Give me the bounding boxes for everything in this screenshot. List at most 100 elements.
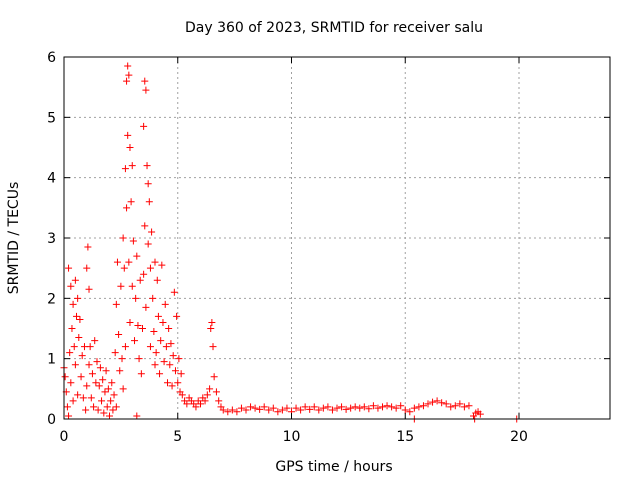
data-point	[157, 337, 165, 345]
x-tick-label: 5	[173, 429, 182, 445]
data-point	[76, 315, 84, 323]
data-points	[60, 62, 521, 423]
data-point	[84, 243, 92, 251]
data-point	[61, 373, 69, 381]
data-point	[173, 312, 181, 320]
data-point	[93, 358, 101, 366]
data-point	[85, 285, 93, 293]
data-point	[265, 406, 273, 414]
data-point	[156, 370, 164, 378]
data-point	[324, 403, 332, 411]
data-point	[160, 358, 168, 366]
data-point	[112, 300, 120, 308]
data-point	[438, 399, 446, 407]
data-point	[242, 406, 250, 414]
data-point	[228, 406, 236, 414]
data-point	[71, 361, 79, 369]
data-point	[278, 406, 286, 414]
data-point	[424, 400, 432, 408]
data-point	[116, 367, 124, 375]
data-point	[351, 403, 359, 411]
data-point	[128, 162, 136, 170]
y-tick-label: 1	[47, 352, 56, 368]
data-point	[379, 403, 386, 411]
data-point	[146, 264, 154, 272]
data-point	[177, 370, 185, 378]
data-point	[260, 403, 268, 411]
data-point	[388, 403, 396, 411]
data-point	[79, 394, 87, 402]
data-point	[301, 403, 309, 411]
data-point	[159, 318, 167, 326]
data-point	[149, 294, 157, 302]
data-point	[101, 388, 109, 396]
data-point	[209, 343, 217, 351]
data-point	[124, 62, 132, 70]
data-point	[133, 412, 141, 420]
data-point	[183, 400, 191, 408]
y-axis-label: SRMTID / TECUs	[6, 182, 22, 295]
data-point	[119, 385, 127, 393]
data-point	[136, 276, 144, 284]
data-point	[92, 379, 100, 387]
data-point	[201, 397, 209, 405]
y-tick-label: 3	[47, 231, 56, 247]
data-point	[125, 258, 133, 266]
data-point	[169, 352, 177, 360]
data-point	[121, 343, 129, 351]
y-tick-label: 4	[47, 171, 56, 187]
data-point	[77, 373, 85, 381]
data-point	[256, 405, 264, 413]
data-point	[310, 403, 318, 411]
x-axis-label: GPS time / hours	[275, 459, 392, 475]
data-point	[164, 379, 172, 387]
data-point	[433, 397, 441, 405]
data-point	[68, 325, 76, 332]
data-point	[219, 406, 227, 414]
data-point	[151, 258, 159, 266]
data-point	[442, 400, 450, 408]
data-point	[333, 404, 341, 412]
data-point	[342, 405, 350, 413]
data-point	[143, 162, 151, 170]
data-point	[297, 406, 305, 414]
data-point	[237, 404, 245, 412]
data-point	[141, 222, 149, 230]
data-point	[90, 403, 98, 411]
data-point	[137, 370, 145, 378]
data-point	[67, 379, 75, 387]
data-point	[146, 343, 154, 351]
data-point	[151, 361, 159, 369]
data-point	[123, 77, 131, 85]
data-point	[128, 282, 136, 290]
data-point	[247, 403, 255, 411]
data-point	[106, 412, 113, 420]
data-point	[99, 376, 107, 384]
data-point	[63, 403, 71, 411]
data-point	[138, 325, 146, 332]
data-point	[283, 404, 291, 412]
data-point	[119, 234, 127, 242]
x-axis-ticks: 0 5 10 15 20	[60, 57, 528, 445]
data-point	[71, 276, 79, 284]
data-point	[197, 400, 204, 408]
data-point	[476, 410, 484, 418]
data-point	[178, 391, 186, 399]
data-point	[274, 408, 282, 416]
data-point	[112, 403, 120, 411]
data-point	[383, 402, 391, 410]
x-tick-label: 10	[283, 429, 301, 445]
data-point	[65, 412, 73, 420]
data-point	[167, 340, 175, 348]
data-point	[328, 406, 336, 414]
data-point	[292, 404, 300, 412]
data-point	[100, 409, 108, 417]
data-point	[125, 71, 133, 79]
data-point	[410, 404, 418, 412]
data-point	[107, 397, 115, 405]
data-point	[141, 77, 149, 85]
x-tick-label: 0	[60, 429, 69, 445]
data-point	[132, 294, 140, 302]
data-point	[96, 364, 104, 372]
